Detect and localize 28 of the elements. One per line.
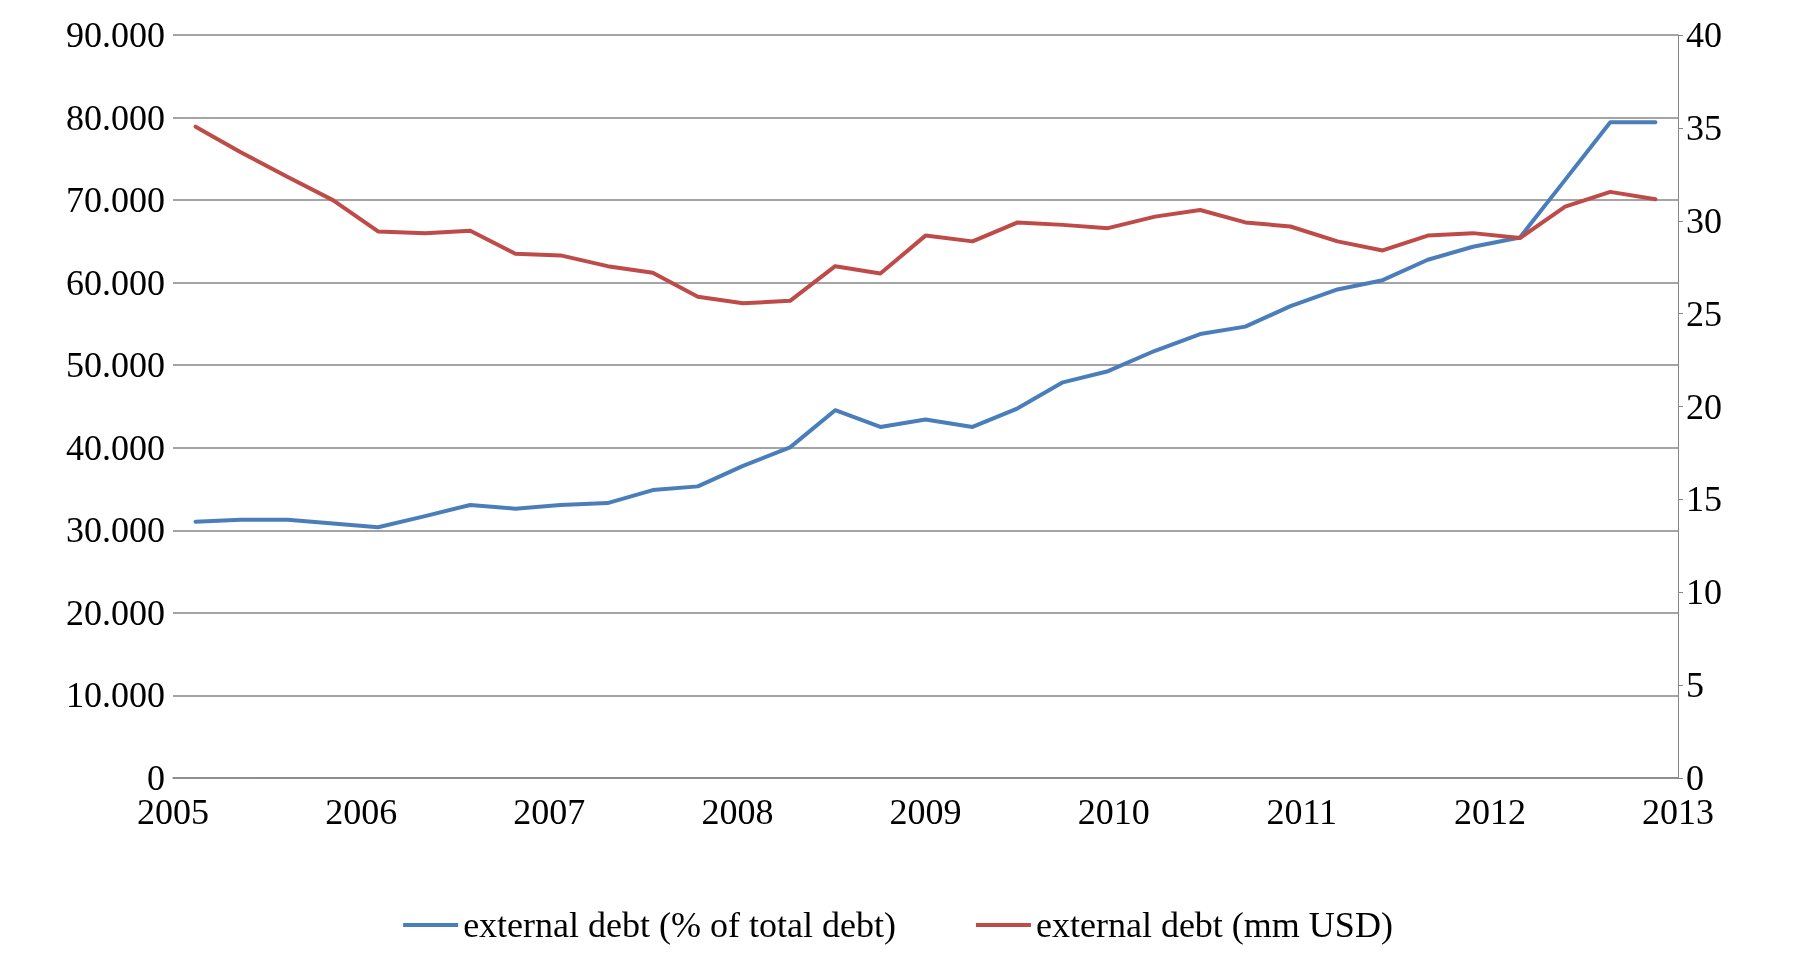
y2-tick-label: 5 [1686, 665, 1704, 706]
y2-tick-label: 35 [1686, 107, 1722, 148]
x-tick-label: 2012 [1453, 792, 1526, 832]
y-tick-label: 60.000 [66, 262, 165, 303]
y-tick-label: 90.000 [66, 15, 165, 55]
line-series [193, 120, 1658, 530]
y-tick-label: 80.000 [66, 97, 165, 138]
y-tick-label: 20.000 [66, 592, 165, 633]
y-tick-label: 50.000 [66, 345, 165, 386]
x-tick-label: 2011 [1266, 792, 1338, 832]
x-tick-label: 2008 [701, 792, 774, 832]
y-tick-label: 30.000 [66, 510, 165, 551]
y-tick-label: 10.000 [66, 675, 165, 716]
y2-tick-label: 10 [1686, 572, 1722, 613]
x-tick-label: 2007 [513, 792, 586, 832]
y-tick-label: 40.000 [66, 427, 165, 468]
y2-tick-label: 40 [1686, 15, 1722, 55]
y2-tick-label: 20 [1686, 386, 1722, 427]
legend-label: external debt (mm USD) [1035, 905, 1393, 945]
y2-tick-label: 15 [1686, 479, 1722, 520]
y-tick-label: 70.000 [66, 180, 165, 221]
y2-tick-label: 25 [1686, 293, 1722, 334]
x-tick-label: 2010 [1077, 792, 1150, 832]
line-series [193, 124, 1658, 306]
y2-tick-label: 30 [1686, 200, 1722, 241]
x-tick-label: 2009 [889, 792, 962, 832]
x-tick-label: 2006 [325, 792, 398, 832]
legend-label: external debt (% of total debt) [463, 905, 896, 945]
